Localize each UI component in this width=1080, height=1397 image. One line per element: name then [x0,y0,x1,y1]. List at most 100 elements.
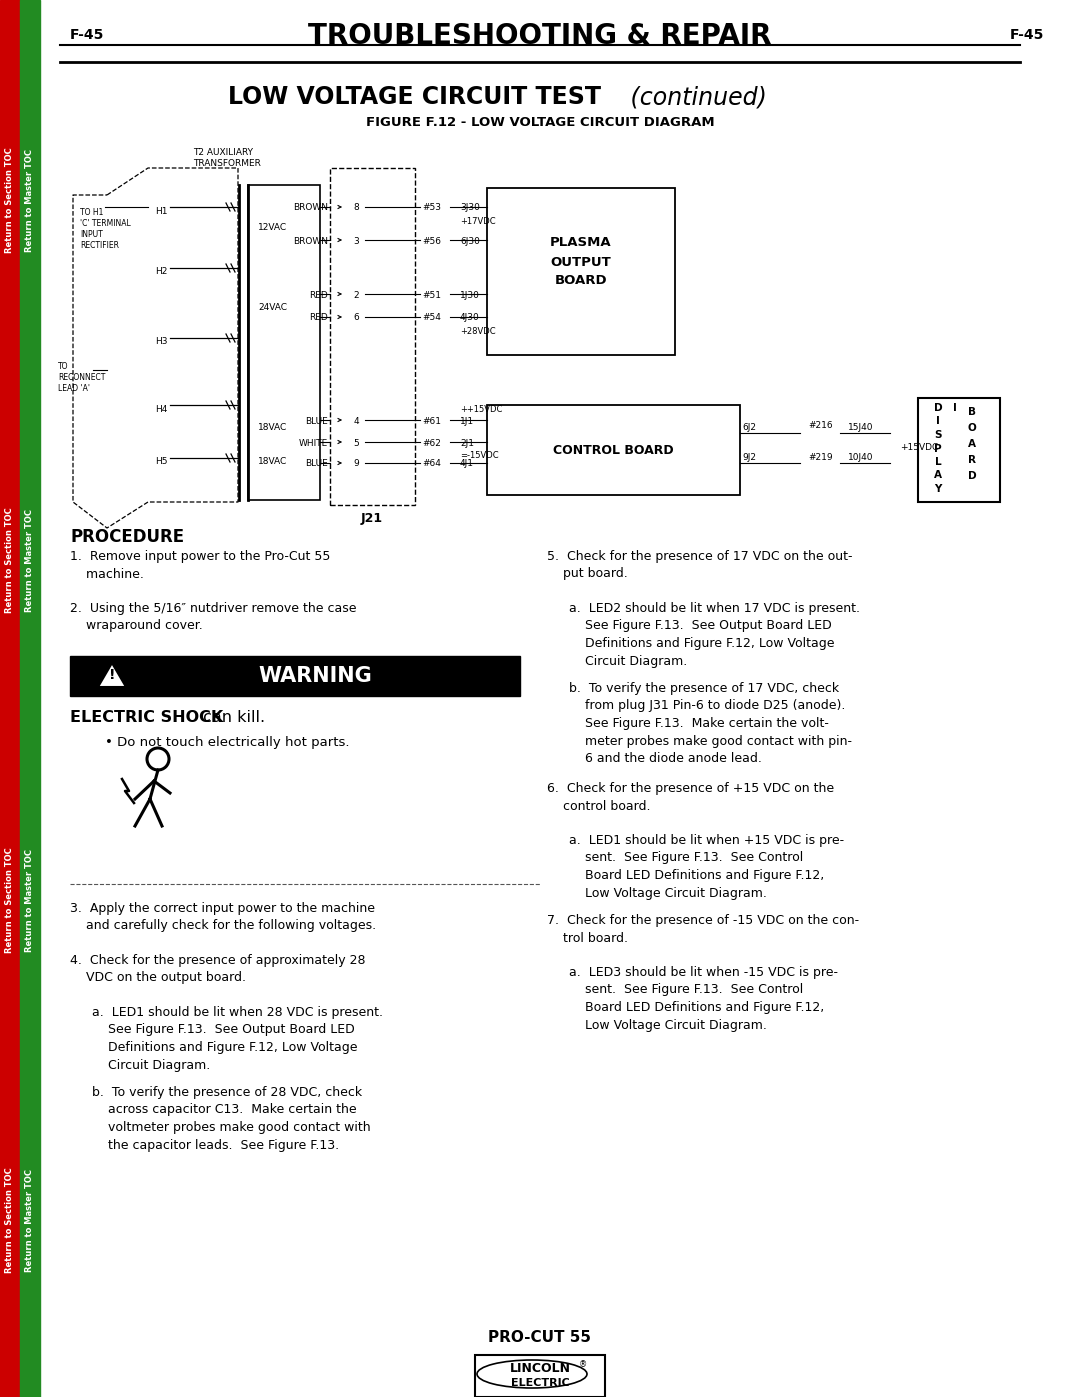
Text: 10J40: 10J40 [848,454,874,462]
Text: TROUBLESHOOTING & REPAIR: TROUBLESHOOTING & REPAIR [308,22,772,50]
Text: 8: 8 [353,204,359,212]
Text: 9: 9 [353,460,359,468]
Text: ®: ® [579,1361,588,1369]
Text: Return to Master TOC: Return to Master TOC [26,509,35,612]
Text: Return to Section TOC: Return to Section TOC [5,1166,14,1273]
Text: Return to Master TOC: Return to Master TOC [26,148,35,251]
Text: #216: #216 [808,420,833,429]
Bar [0,0,21,1397]
Text: +17VDC: +17VDC [460,217,496,225]
Text: L: L [934,457,942,467]
Text: BROWN: BROWN [293,236,328,246]
Text: CONTROL BOARD: CONTROL BOARD [553,443,673,457]
Text: BLUE: BLUE [306,416,328,426]
Text: FIGURE F.12 - LOW VOLTAGE CIRCUIT DIAGRAM: FIGURE F.12 - LOW VOLTAGE CIRCUIT DIAGRA… [366,116,714,129]
Text: H2: H2 [156,267,168,277]
Text: Y: Y [934,483,942,495]
Text: • Do not touch electrically hot parts.: • Do not touch electrically hot parts. [105,736,350,749]
Text: WHITE: WHITE [299,439,328,447]
Text: 6J30: 6J30 [460,236,480,246]
Text: #62: #62 [422,439,441,447]
Text: A: A [934,471,942,481]
Text: 18VAC: 18VAC [258,423,287,433]
Text: #51: #51 [422,291,441,299]
Text: #61: #61 [422,416,441,426]
Text: 3J30: 3J30 [460,204,480,212]
Bar [487,405,740,495]
Text: #64: #64 [422,460,441,468]
Text: a.  LED1 should be lit when +15 VDC is pre-
    sent.  See Figure F.13.  See Con: a. LED1 should be lit when +15 VDC is pr… [569,834,845,900]
Text: H1: H1 [156,207,168,215]
Text: 2.  Using the 5/16″ nutdriver remove the case
    wraparound cover.: 2. Using the 5/16″ nutdriver remove the … [70,602,356,633]
Text: 4J1: 4J1 [460,460,474,468]
Text: F-45: F-45 [1010,28,1044,42]
Text: 18VAC: 18VAC [258,457,287,467]
Text: D: D [968,471,976,481]
Bar [21,0,40,1397]
Text: PROCEDURE: PROCEDURE [70,528,184,546]
Text: ELECTRIC SHOCK: ELECTRIC SHOCK [70,710,224,725]
Text: H4: H4 [156,405,168,414]
Text: Return to Master TOC: Return to Master TOC [26,1168,35,1271]
Text: ++15VDC: ++15VDC [460,405,502,415]
Text: B: B [968,407,976,416]
Text: a.  LED3 should be lit when -15 VDC is pre-
    sent.  See Figure F.13.  See Con: a. LED3 should be lit when -15 VDC is pr… [569,965,838,1031]
Bar [918,398,1000,502]
Text: O: O [968,423,976,433]
Text: R: R [968,455,976,465]
Text: RED: RED [309,313,328,323]
Text: 3: 3 [353,236,359,246]
Text: BROWN: BROWN [293,204,328,212]
Text: 12VAC: 12VAC [258,222,287,232]
Text: 5: 5 [353,439,359,447]
Text: 7.  Check for the presence of -15 VDC on the con-
    trol board.: 7. Check for the presence of -15 VDC on … [546,914,859,944]
Text: Return to Section TOC: Return to Section TOC [5,147,14,253]
Text: +15VDC: +15VDC [900,443,939,453]
Bar [330,168,415,504]
Text: 9J2: 9J2 [742,454,756,462]
Text: Return to Section TOC: Return to Section TOC [5,507,14,613]
Text: 4J30: 4J30 [460,313,480,323]
Text: (continued): (continued) [623,85,767,109]
Text: 3.  Apply the correct input power to the machine
    and carefully check for the: 3. Apply the correct input power to the … [70,902,376,933]
Bar [487,189,675,355]
Text: J21: J21 [361,511,383,525]
Text: Return to Master TOC: Return to Master TOC [26,848,35,951]
Text: 5.  Check for the presence of 17 VDC on the out-
    put board.: 5. Check for the presence of 17 VDC on t… [546,550,852,581]
Text: 6J2: 6J2 [742,423,756,433]
Text: =-15VDC: =-15VDC [460,451,499,461]
Bar [475,1355,605,1397]
Text: +28VDC: +28VDC [460,327,496,335]
Text: D: D [934,402,943,414]
Text: a.  LED2 should be lit when 17 VDC is present.
    See Figure F.13.  See Output : a. LED2 should be lit when 17 VDC is pre… [569,602,860,668]
Text: ELECTRIC: ELECTRIC [511,1377,569,1389]
Text: #54: #54 [422,313,441,323]
Text: b.  To verify the presence of 17 VDC, check
    from plug J31 Pin-6 to diode D25: b. To verify the presence of 17 VDC, che… [569,682,852,766]
Text: 4.  Check for the presence of approximately 28
    VDC on the output board.: 4. Check for the presence of approximate… [70,954,365,985]
Text: H5: H5 [156,457,168,467]
Text: can kill.: can kill. [198,710,265,725]
Text: 1J1: 1J1 [460,416,474,426]
Text: !: ! [109,668,116,682]
Text: 6.  Check for the presence of +15 VDC on the
    control board.: 6. Check for the presence of +15 VDC on … [546,782,834,813]
Text: #219: #219 [808,454,833,462]
Text: 6: 6 [353,313,359,323]
Text: PLASMA
OUTPUT
BOARD: PLASMA OUTPUT BOARD [550,236,611,288]
Text: a.  LED1 should be lit when 28 VDC is present.
    See Figure F.13.  See Output : a. LED1 should be lit when 28 VDC is pre… [92,1006,383,1071]
Text: WARNING: WARNING [258,666,372,686]
Text: P: P [934,443,942,454]
Text: 15J40: 15J40 [848,423,874,433]
Text: 4: 4 [353,416,359,426]
Bar [248,184,320,500]
Text: 1.  Remove input power to the Pro-Cut 55
    machine.: 1. Remove input power to the Pro-Cut 55 … [70,550,330,581]
Text: RED: RED [309,291,328,299]
Text: 1J30: 1J30 [460,291,480,299]
Text: BLUE: BLUE [306,460,328,468]
Text: T2 AUXILIARY
TRANSFORMER: T2 AUXILIARY TRANSFORMER [193,148,261,168]
Text: H3: H3 [156,338,168,346]
Text: #53: #53 [422,204,441,212]
Text: b.  To verify the presence of 28 VDC, check
    across capacitor C13.  Make cert: b. To verify the presence of 28 VDC, che… [92,1085,370,1151]
Text: 24VAC: 24VAC [258,303,287,313]
Text: I: I [953,402,957,414]
Text: Return to Section TOC: Return to Section TOC [5,847,14,953]
